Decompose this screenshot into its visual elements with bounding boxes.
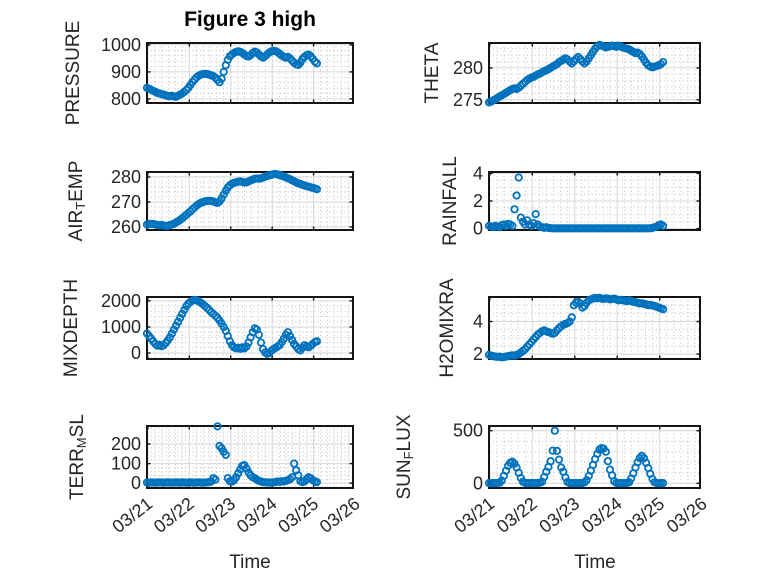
scatter-series [484, 426, 668, 488]
scatter-series [142, 169, 321, 231]
svg-text:03/25: 03/25 [274, 493, 322, 536]
y-axis-label-air-temp: AIRTEMP [66, 161, 88, 242]
scatter-series [484, 293, 668, 362]
y-axis-label-theta: THETA [422, 42, 443, 103]
svg-text:2000: 2000 [101, 291, 141, 311]
subplot-pressure: 800 900 1000 PRESSURE [63, 21, 354, 126]
y-axis-label-rainfall: RAINFALL [440, 156, 461, 246]
svg-text:03/26: 03/26 [663, 493, 711, 536]
axes-frame [146, 425, 354, 489]
figure-title: Figure 3 high [184, 8, 316, 31]
svg-text:03/21: 03/21 [108, 493, 156, 536]
x-axis-label-left: Time [229, 552, 271, 573]
svg-text:03/24: 03/24 [233, 493, 281, 536]
svg-text:03/21: 03/21 [450, 493, 498, 536]
y-tick-labels: 0 2 4 [473, 163, 483, 238]
y-tick-labels: 260 270 280 [111, 167, 141, 237]
subplot-mixdepth: 0 1000 2000 MIXDEPTH [61, 279, 354, 377]
y-tick-labels: 0 1000 2000 [101, 291, 141, 363]
svg-text:4: 4 [473, 163, 483, 183]
svg-text:1000: 1000 [101, 317, 141, 337]
svg-text:280: 280 [453, 58, 483, 78]
scatter-series [142, 46, 321, 101]
svg-text:0: 0 [473, 473, 483, 493]
svg-text:2: 2 [473, 191, 483, 211]
minor-grid [147, 43, 353, 103]
scatter-series [484, 173, 668, 233]
svg-text:260: 260 [111, 217, 141, 237]
y-axis-label-mixdepth: MIXDEPTH [61, 279, 82, 377]
svg-text:800: 800 [111, 89, 141, 109]
svg-text:0: 0 [131, 473, 141, 493]
svg-text:03/22: 03/22 [493, 493, 541, 536]
svg-text:500: 500 [453, 421, 483, 441]
y-tick-labels: 800 900 1000 [101, 35, 141, 109]
svg-text:0: 0 [473, 219, 483, 239]
tick-marks [147, 172, 353, 230]
tick-marks [147, 43, 353, 103]
svg-text:03/22: 03/22 [150, 493, 198, 536]
svg-text:03/26: 03/26 [316, 493, 364, 536]
svg-text:03/23: 03/23 [191, 493, 239, 536]
y-axis-label-pressure: PRESSURE [63, 21, 84, 126]
svg-text:4: 4 [473, 312, 483, 332]
y-axis-label-h2omixra: H2OMIXRA [437, 278, 458, 378]
svg-text:03/24: 03/24 [578, 493, 626, 536]
y-tick-labels: 275 280 [453, 58, 483, 110]
svg-text:03/25: 03/25 [620, 493, 668, 536]
axes-frame [146, 42, 354, 104]
subplot-terr-msl: 010020003/2103/2203/2303/2403/2503/26TER… [67, 414, 364, 537]
scatter-series [142, 295, 321, 358]
scatter-series [484, 40, 668, 107]
axes-frame [146, 171, 354, 231]
svg-text:1000: 1000 [101, 35, 141, 55]
svg-text:03/23: 03/23 [535, 493, 583, 536]
tick-marks [147, 426, 353, 488]
svg-text:0: 0 [131, 343, 141, 363]
x-axis-label-right: Time [574, 552, 616, 573]
subplot-air-temp: 260 270 280 AIRTEMP [66, 161, 354, 242]
svg-text:280: 280 [111, 167, 141, 187]
y-tick-labels: 0 500 [453, 421, 483, 494]
svg-text:275: 275 [453, 90, 483, 110]
scatter-series [142, 422, 321, 487]
svg-text:2: 2 [473, 344, 483, 364]
subplot-rainfall: 0 2 4 RAINFALL [440, 156, 701, 246]
svg-text:100: 100 [111, 454, 141, 474]
svg-text:200: 200 [111, 434, 141, 454]
subplot-theta: 275 280 THETA [422, 40, 701, 110]
svg-text:900: 900 [111, 62, 141, 82]
svg-text:270: 270 [111, 192, 141, 212]
y-axis-label-terr-msl: TERRMSL [67, 414, 89, 500]
y-axis-label-sun-flux: SUNFLUX [394, 414, 416, 499]
y-tick-labels: 24 [473, 312, 483, 365]
